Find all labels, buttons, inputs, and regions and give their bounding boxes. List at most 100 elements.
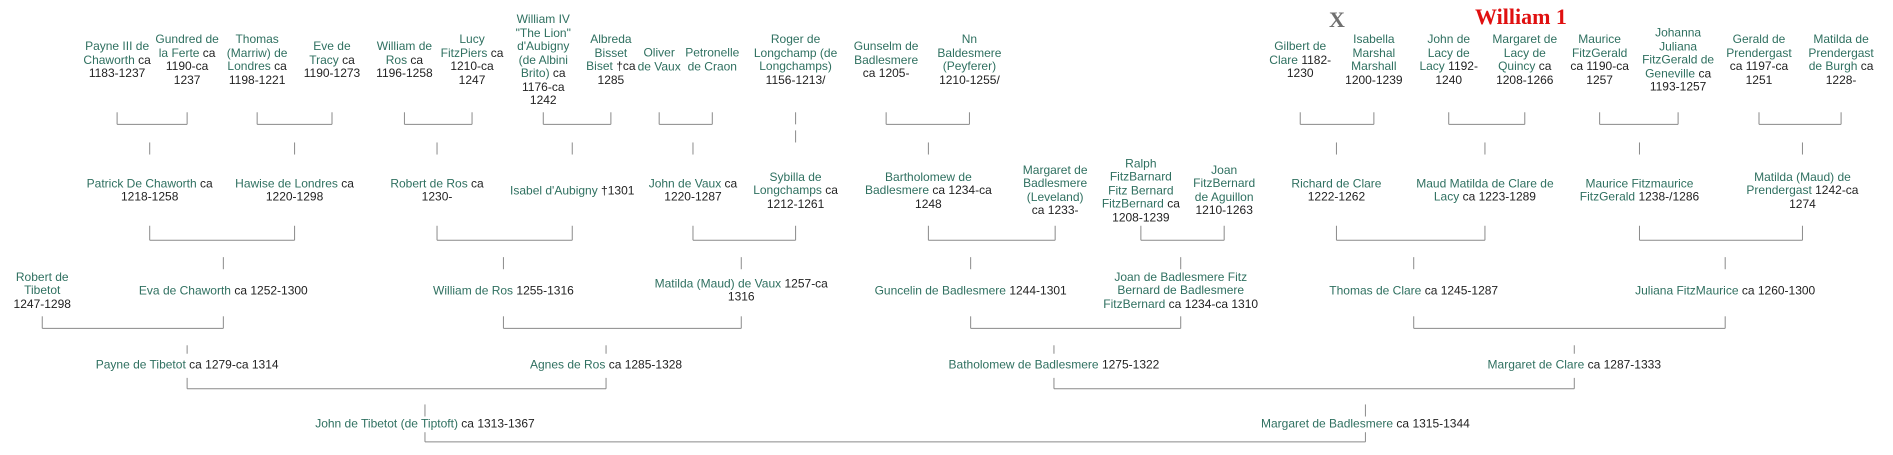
person-name[interactable]: Patrick De Chaworth [86, 176, 197, 191]
person-dates: 1156-1213/ [765, 72, 826, 87]
person-name[interactable]: Joan FitzBernard de Aguillon [1193, 162, 1256, 204]
person-name[interactable]: Gerald de Prendergast [1726, 32, 1792, 60]
person-name[interactable]: Gunselm de Badlesmere [853, 39, 919, 67]
person-name[interactable]: Margaret de Badlesmere [1261, 416, 1394, 430]
person: William de Ros 1255-1316 [413, 283, 594, 298]
person: Maurice FitzGerald ca 1190-ca 1257 [1565, 33, 1635, 87]
person-name[interactable]: Payne III de Chaworth [83, 39, 150, 67]
person: Albreda Bisset Biset †ca 1285 [583, 33, 639, 87]
marker-x: X [1329, 7, 1345, 32]
person: Eve de Tracy ca 1190-1273 [298, 39, 366, 81]
person-dates: 1192-1240 [1435, 59, 1478, 87]
person: Roger de Longchamp (de Longchamps) 1156-… [750, 33, 842, 87]
person-dates: ca 1285-1328 [608, 356, 683, 371]
person-name[interactable]: Matilda (Maud) de Vaux [654, 276, 782, 291]
person: Petronelle de Craon [678, 45, 746, 74]
person-dates: ca 1196-1258 [376, 52, 433, 81]
person-name[interactable]: Agnes de Ros [529, 356, 606, 371]
person: Maud Matilda de Clare de Lacy ca 1223-12… [1410, 177, 1560, 204]
person-dates: 1255-1316 [516, 283, 574, 298]
person-dates: ca 1260-1300 [1741, 283, 1816, 298]
person-dates: ca 1190-ca 1237 [165, 45, 216, 87]
person-dates: ca 1208-1266 [1496, 59, 1554, 87]
person-name[interactable]: Robert de Tibetot [15, 269, 69, 298]
person-name[interactable]: Payne de Tibetot [95, 356, 186, 371]
person-name[interactable]: Maurice Fitzmaurice FitzGerald [1579, 176, 1694, 204]
person: Agnes de Ros ca 1285-1328 [491, 356, 720, 372]
person-name[interactable]: John de Vaux [648, 176, 722, 191]
person-dates: ca 1210-ca 1247 [450, 45, 504, 87]
person-name[interactable]: John de Tibetot (de Tiptoft) [315, 416, 458, 430]
person-name[interactable]: Ralph FitzBarnard Fitz Bernard FitzBerna… [1101, 155, 1174, 211]
person-name[interactable]: William de Ros [433, 283, 514, 298]
person-name[interactable]: Robert de Ros [390, 176, 468, 191]
person-name[interactable]: Lucy FitzPiers [440, 32, 488, 60]
person: Richard de Clare 1222-1262 [1281, 176, 1392, 204]
person-name[interactable]: Eve de Tracy [309, 39, 351, 67]
person-name[interactable]: Maurice FitzGerald [1571, 32, 1628, 60]
person-name[interactable]: Eva de Chaworth [138, 283, 231, 298]
person: Eva de Chaworth ca 1252-1300 [121, 283, 326, 298]
person-name[interactable]: Margaret de Badlesmere (Leveland) [1022, 162, 1088, 204]
person: Gerald de Prendergast ca 1197-ca 1251 [1722, 33, 1797, 87]
person-name[interactable]: William IV "The Lion" d'Aubigny (de Albi… [515, 12, 571, 81]
person-name[interactable]: Juliana FitzMaurice [1635, 283, 1739, 298]
person: Johanna Juliana FitzGerald de Geneville … [1639, 25, 1716, 95]
person: Gunselm de Badlesmere ca 1205- [846, 39, 926, 81]
person-name[interactable]: Thomas de Clare [1329, 283, 1422, 298]
person: Joan de Badlesmere Fitz Bernard de Badle… [1095, 269, 1266, 312]
person-dates: ca 1287-1333 [1587, 356, 1661, 371]
person-name[interactable]: Margaret de Lacy de Quincy [1492, 32, 1558, 74]
person-name[interactable]: Thomas (Marriw) de Londres [226, 32, 288, 74]
person: Matilda (Maud) de Vaux 1257-ca 1316 [647, 277, 835, 304]
person-dates: ca 1220-1287 [664, 176, 738, 204]
person: Matilda (Maud) de Prendergast 1242-ca 12… [1735, 170, 1870, 211]
person-name[interactable]: Joan de Badlesmere Fitz Bernard de Badle… [1103, 269, 1248, 311]
person-name[interactable]: Isabella Marshal Marshall [1351, 32, 1397, 74]
person: Margaret de Clare ca 1287-1333 [1460, 356, 1689, 372]
person-name[interactable]: Hawise de Londres [235, 176, 338, 191]
person-dates: ca 1234-ca 1248 [915, 182, 992, 211]
person-name[interactable]: Guncelin de Badlesmere [874, 283, 1006, 298]
person-name[interactable]: Maud Matilda de Clare de Lacy [1416, 176, 1554, 204]
person-name[interactable]: Petronelle de Craon [685, 45, 740, 74]
person-name[interactable]: Sybilla de Longchamps [753, 169, 822, 197]
person-name[interactable]: Margaret de Clare [1487, 356, 1585, 371]
person: Thomas de Clare ca 1245-1287 [1311, 283, 1516, 298]
person-name[interactable]: Albreda Bisset Biset [586, 32, 632, 74]
person-dates: 1242-ca 1274 [1789, 182, 1859, 211]
person: Lucy FitzPiers ca 1210-ca 1247 [441, 33, 504, 87]
person-dates: 1182-1230 [1286, 52, 1332, 81]
person-dates: 1257-ca 1316 [727, 276, 828, 304]
person-name[interactable]: Johanna Juliana FitzGerald de Geneville [1642, 25, 1715, 81]
person-dates: 1275-1322 [1101, 356, 1160, 371]
person-name[interactable]: Gundred de la Ferte [155, 32, 219, 60]
person: Gilbert de Clare 1182-1230 [1266, 39, 1334, 81]
person-name[interactable]: Bartholomew de Badlesmere [865, 169, 972, 197]
person-name[interactable]: Richard de Clare [1291, 176, 1382, 191]
person-name[interactable]: John de Lacy de Lacy [1419, 32, 1471, 74]
person-name[interactable]: Gilbert de Clare [1269, 39, 1327, 67]
person-dates: ca 1212-1261 [766, 182, 838, 211]
person-name[interactable]: Nn Baldesmere (Peyferer) [937, 32, 1002, 74]
person-dates: ca 1252-1300 [234, 283, 308, 298]
person-name[interactable]: Roger de Longchamp (de Longchamps) [753, 32, 838, 74]
person-dates: ca 1198-1221 [228, 59, 287, 87]
person-name[interactable]: William de Ros [376, 39, 433, 67]
person: Sybilla de Longchamps ca 1212-1261 [751, 170, 840, 211]
person-name[interactable]: Oliver de Vaux [637, 45, 681, 74]
person-dates: ca 1234-ca 1310 [1168, 296, 1259, 311]
person-name[interactable]: Matilda de Prendergast de Burgh [1808, 32, 1874, 74]
person-name[interactable]: Isabel d'Aubigny [510, 182, 598, 197]
person-name[interactable]: Batholomew de Badlesmere [948, 356, 1099, 371]
person: John de Tibetot (de Tiptoft) ca 1313-136… [280, 416, 570, 431]
person-name[interactable]: Matilda (Maud) de Prendergast [1746, 169, 1851, 197]
person: Robert de Tibetot 1247-1298 [8, 269, 76, 312]
person-dates: ca 1193-1257 [1649, 66, 1712, 94]
person: Bartholomew de Badlesmere ca 1234-ca 124… [861, 170, 996, 211]
person-dates: †1301 [601, 182, 635, 197]
person-dates: ca 1313-1367 [461, 416, 535, 430]
person-dates: 1247-1298 [13, 296, 71, 311]
